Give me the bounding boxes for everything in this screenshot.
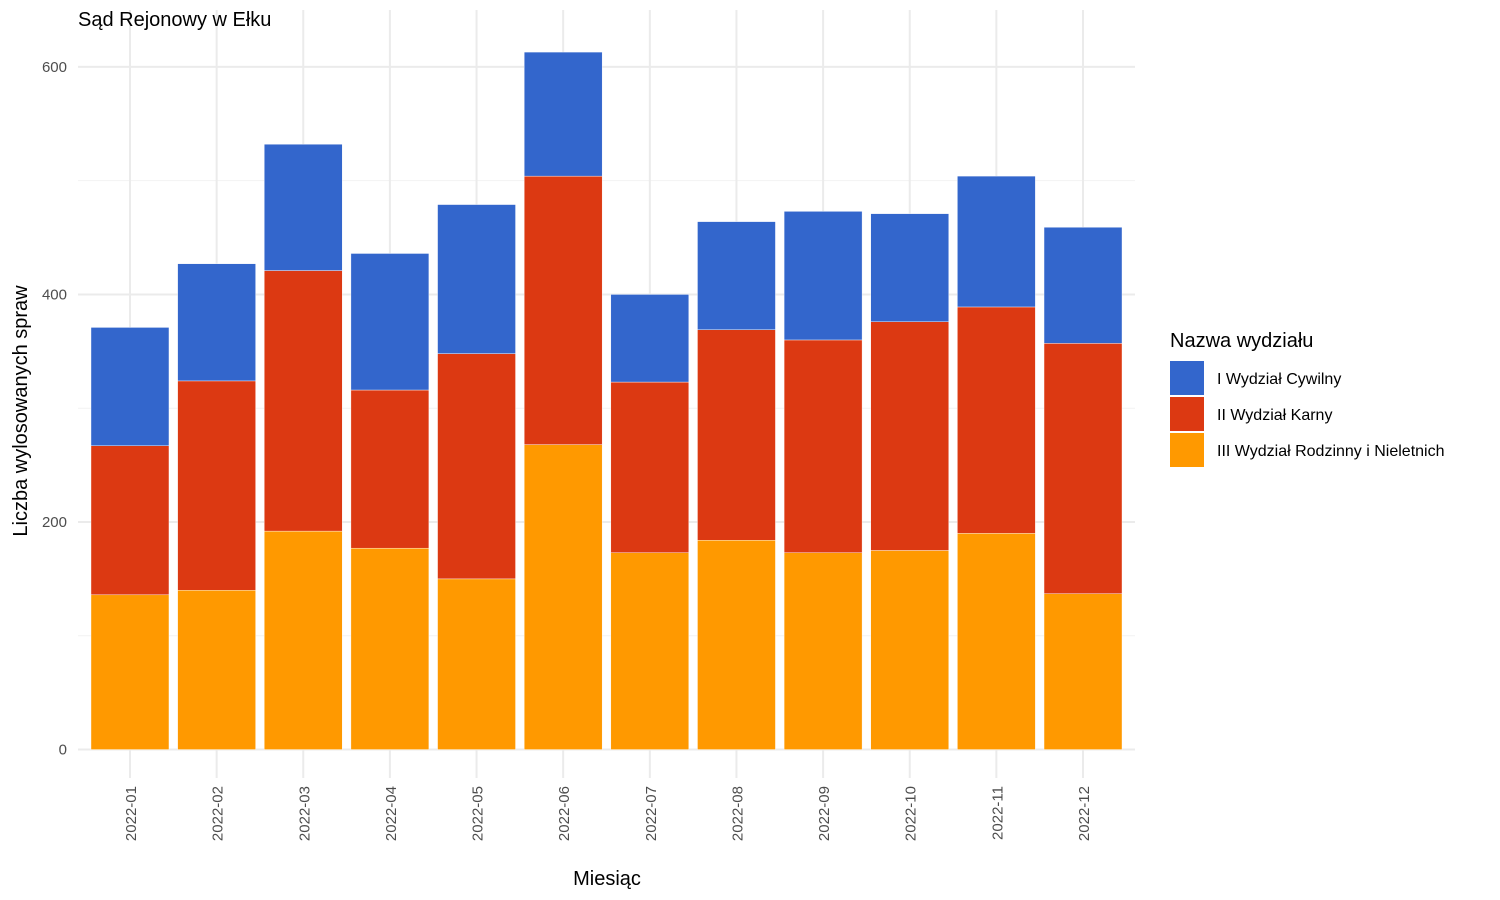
y-axis-title: Liczba wylosowanych spraw: [10, 285, 32, 537]
bar-segment: [437, 204, 516, 354]
bar-segment: [90, 327, 170, 446]
bar-segment: [870, 321, 949, 551]
bar-segment: [523, 444, 603, 750]
bar-segment: [350, 547, 430, 750]
bar-segment: [264, 270, 343, 532]
bar-segment: [264, 144, 343, 271]
legend-title: Nazwa wydziału: [1170, 330, 1313, 352]
x-tick-label: 2022-03: [296, 786, 313, 841]
bar-segment: [90, 445, 170, 596]
bar-segment: [177, 380, 256, 591]
legend-swatch: [1170, 433, 1204, 467]
bar-segment: [957, 306, 1036, 534]
x-tick-label: 2022-11: [989, 786, 1006, 840]
y-axis-ticks: 0 200 400 600: [42, 59, 67, 759]
bar-segment: [437, 578, 516, 750]
bar-segment: [957, 175, 1036, 308]
x-tick-label: 2022-05: [470, 786, 487, 841]
y-tick-label: 0: [59, 742, 67, 759]
bar-segment: [350, 253, 430, 391]
legend-swatch: [1170, 361, 1204, 395]
bar-segment: [870, 213, 949, 322]
legend-label: III Wydział Rodzinny i Nieletnich: [1217, 443, 1445, 460]
legend-label: II Wydział Karny: [1217, 407, 1332, 424]
bar-segment: [177, 263, 256, 382]
x-tick-label: 2022-01: [123, 786, 140, 841]
bar-segment: [523, 51, 603, 177]
x-tick-label: 2022-09: [816, 786, 833, 841]
x-tick-label: 2022-10: [903, 786, 920, 841]
x-axis-title: Miesiąc: [573, 868, 641, 890]
chart-title: Sąd Rejonowy w Ełku: [78, 9, 271, 31]
bar-segment: [90, 594, 170, 750]
bar-segment: [783, 211, 863, 341]
y-tick-label: 200: [42, 514, 67, 531]
bar-segment: [523, 175, 603, 445]
bar-segment: [957, 533, 1036, 750]
legend: Nazwa wydziału I Wydział Cywilny II Wydzi…: [1170, 330, 1445, 467]
bar-segment: [783, 339, 863, 553]
bar-segment: [783, 552, 863, 750]
bar-segment: [610, 552, 690, 750]
x-tick-label: 2022-07: [643, 786, 660, 841]
bar-segment: [1043, 343, 1123, 594]
bar-segment: [350, 389, 430, 549]
x-tick-label: 2022-08: [729, 786, 746, 841]
bar-segment: [610, 381, 690, 553]
bar-segment: [697, 329, 776, 541]
bar-segment: [177, 590, 256, 750]
x-tick-label: 2022-04: [383, 786, 400, 841]
x-axis-ticks: 2022-01 2022-02 2022-03 2022-04 2022-05 2022-…: [123, 786, 1093, 841]
bar-segment: [697, 540, 776, 750]
y-tick-label: 400: [42, 286, 67, 303]
bar-segment: [1043, 593, 1123, 750]
bars: [90, 51, 1123, 750]
y-tick-label: 600: [42, 59, 67, 76]
legend-swatch: [1170, 397, 1204, 431]
bar-segment: [264, 530, 343, 750]
bar-segment: [1043, 227, 1123, 344]
bar-segment: [697, 221, 776, 330]
x-tick-label: 2022-06: [556, 786, 573, 841]
bar-segment: [870, 550, 949, 750]
x-tick-label: 2022-02: [210, 786, 227, 841]
legend-label: I Wydział Cywilny: [1217, 371, 1341, 388]
x-tick-label: 2022-12: [1076, 786, 1093, 841]
bar-segment: [437, 353, 516, 580]
bar-segment: [610, 294, 690, 383]
